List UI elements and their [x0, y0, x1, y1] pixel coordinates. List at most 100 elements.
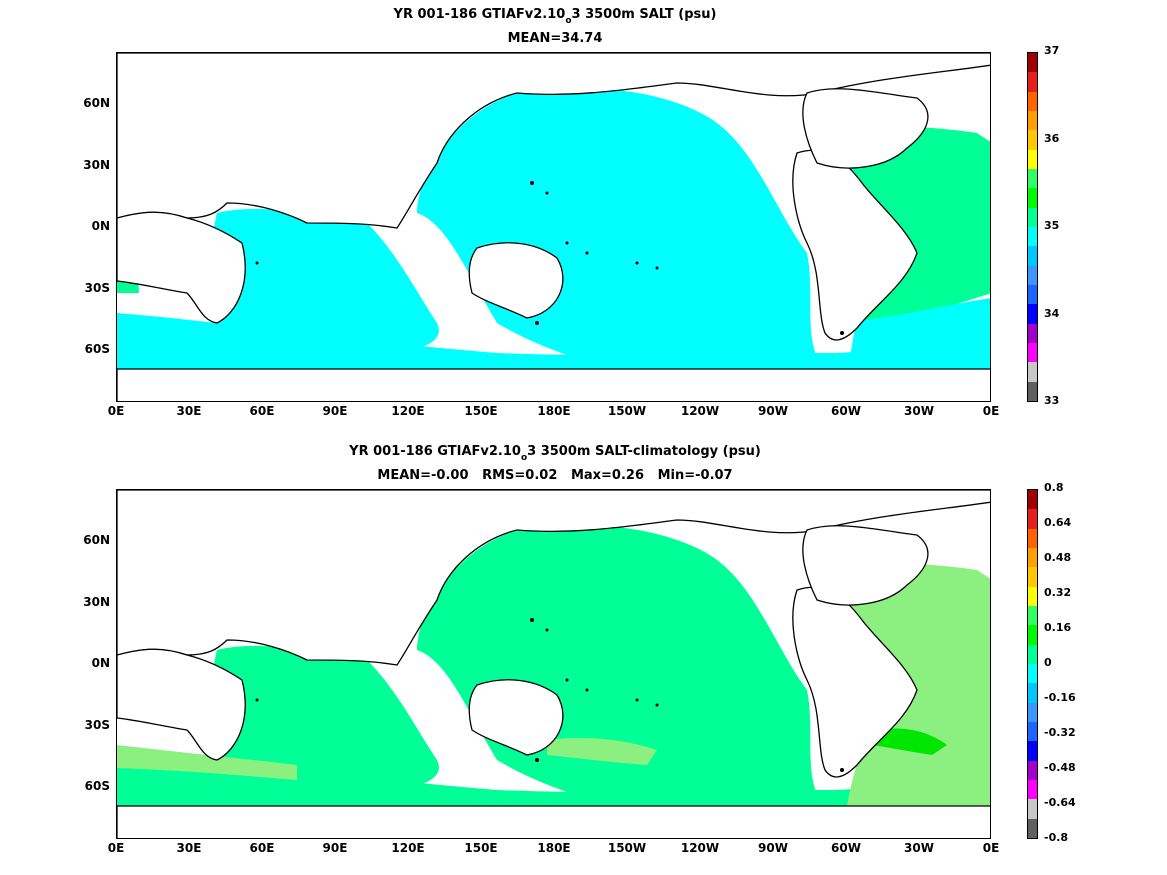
colorbar-segment [1028, 362, 1037, 382]
bottom-lat-60s: 60S [84, 779, 110, 793]
bottom-colorbar [1027, 489, 1038, 839]
colorbar-segment [1028, 683, 1037, 703]
bottom-atlantic-high [872, 728, 947, 755]
bottom-cbar-label-8: -0.48 [1044, 761, 1076, 774]
colorbar-segment [1028, 91, 1037, 112]
bottom-cbar-label-6: -0.16 [1044, 691, 1076, 704]
colorbar-segment [1028, 53, 1037, 73]
bottom-lon-1: 30E [176, 841, 202, 855]
colorbar-segment [1028, 606, 1037, 626]
colorbar-segment [1028, 567, 1037, 587]
bottom-lon-8: 120W [680, 841, 720, 855]
colorbar-segment [1028, 265, 1037, 286]
bottom-continents [117, 490, 990, 838]
bottom-lon-3: 90E [322, 841, 348, 855]
bottom-cbar-label-5: 0 [1044, 656, 1052, 669]
colorbar-segment [1028, 799, 1037, 819]
top-islands [255, 181, 844, 335]
top-south-field [117, 313, 990, 369]
colorbar-segment [1028, 169, 1037, 189]
top-lon-12: 0E [982, 404, 1000, 418]
colorbar-segment [1028, 625, 1037, 645]
bottom-lon-0: 0E [107, 841, 125, 855]
colorbar-segment [1028, 304, 1037, 324]
colorbar-segment [1028, 111, 1037, 131]
colorbar-segment [1028, 548, 1037, 568]
top-cbar-label-35: 35 [1044, 219, 1060, 232]
bottom-cbar-label-3: 0.32 [1044, 586, 1072, 599]
colorbar-segment [1028, 509, 1037, 529]
bottom-title: YR 001-186 GTIAFv2.10o3 3500m SALT-clima… [349, 444, 761, 463]
bottom-cbar-label-9: -0.64 [1044, 796, 1076, 809]
colorbar-segment [1028, 149, 1037, 170]
bottom-lat-0n: 0N [91, 656, 110, 670]
top-colorbar [1027, 52, 1038, 402]
top-lat-30n: 30N [83, 158, 110, 172]
bottom-cbar-label-0: 0.8 [1044, 481, 1064, 494]
bottom-lon-12: 0E [982, 841, 1000, 855]
bottom-cbar-label-1: 0.64 [1044, 516, 1072, 529]
bottom-pacific-field [417, 524, 837, 820]
colorbar-segment [1028, 702, 1037, 723]
colorbar-segment [1028, 760, 1037, 781]
bottom-lat-30n: 30N [83, 595, 110, 609]
bottom-lon-6: 180E [537, 841, 571, 855]
bottom-lon-4: 120E [391, 841, 425, 855]
top-lon-6: 180E [537, 404, 571, 418]
top-cbar-label-33: 33 [1044, 394, 1060, 407]
top-map [116, 52, 991, 402]
bottom-map-svg [117, 490, 990, 838]
bottom-lon-5: 150E [464, 841, 498, 855]
colorbar-segment [1028, 586, 1037, 607]
colorbar-segment [1028, 722, 1037, 742]
top-stats: MEAN=34.74 [507, 31, 603, 46]
top-lon-10: 60W [831, 404, 861, 418]
bottom-cbar-label-4: 0.16 [1044, 621, 1072, 634]
colorbar-segment [1028, 780, 1037, 800]
top-lon-9: 90W [758, 404, 788, 418]
top-lon-8: 120W [680, 404, 720, 418]
colorbar-segment [1028, 664, 1037, 684]
bottom-lon-10: 60W [831, 841, 861, 855]
bottom-cbar-label-2: 0.48 [1044, 551, 1072, 564]
top-lon-0: 0E [107, 404, 125, 418]
top-lon-1: 30E [176, 404, 202, 418]
top-cbar-label-36: 36 [1044, 132, 1060, 145]
colorbar-segment [1028, 343, 1037, 363]
colorbar-segment [1028, 246, 1037, 266]
bottom-lat-60n: 60N [83, 533, 110, 547]
top-lon-4: 120E [391, 404, 425, 418]
colorbar-segment [1028, 285, 1037, 305]
top-map-svg [117, 53, 990, 401]
bottom-lon-11: 30W [904, 841, 934, 855]
colorbar-segment [1028, 207, 1037, 228]
colorbar-segment [1028, 188, 1037, 208]
top-cbar-label-34: 34 [1044, 307, 1060, 320]
bottom-pacific-light-1 [547, 738, 657, 765]
top-cbar-label-37: 37 [1044, 44, 1060, 57]
colorbar-segment [1028, 227, 1037, 247]
colorbar-segment [1028, 490, 1037, 510]
top-lat-30s: 30S [84, 281, 110, 295]
bottom-lon-2: 60E [249, 841, 275, 855]
colorbar-segment [1028, 741, 1037, 761]
top-pacific-field [417, 87, 837, 383]
bottom-lon-9: 90W [758, 841, 788, 855]
colorbar-segment [1028, 818, 1037, 838]
bottom-map [116, 489, 991, 839]
top-lon-5: 150E [464, 404, 498, 418]
colorbar-segment [1028, 381, 1037, 401]
colorbar-segment [1028, 72, 1037, 92]
bottom-islands [255, 618, 844, 772]
top-lat-0n: 0N [91, 219, 110, 233]
bottom-cbar-label-7: -0.32 [1044, 726, 1076, 739]
top-lon-3: 90E [322, 404, 348, 418]
top-lon-7: 150W [607, 404, 647, 418]
colorbar-segment [1028, 130, 1037, 150]
bottom-lon-7: 150W [607, 841, 647, 855]
bottom-south-light [117, 745, 297, 780]
top-continents [117, 53, 990, 401]
top-title: YR 001-186 GTIAFv2.10o3 3500m SALT (psu) [393, 7, 717, 26]
colorbar-segment [1028, 528, 1037, 549]
colorbar-segment [1028, 644, 1037, 665]
